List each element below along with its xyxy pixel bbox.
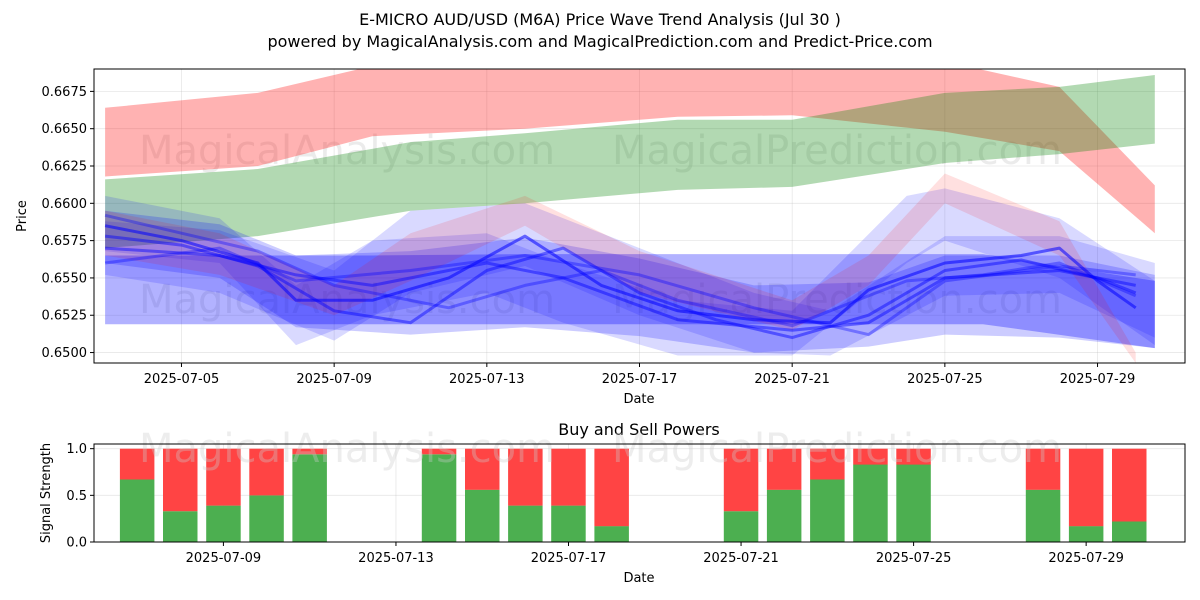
price-xtick-label: 2025-07-05	[144, 372, 220, 387]
power-xtick-label: 2025-07-13	[358, 551, 434, 566]
red-wave-band-7	[105, 173, 1136, 363]
price-chart-grid	[94, 69, 1185, 363]
power-xtick-label: 2025-07-29	[1048, 551, 1124, 566]
price-ytick-label: 0.6650	[42, 122, 88, 137]
power-ytick-label: 0.0	[66, 536, 87, 551]
blue-wave-band-3	[105, 254, 1155, 349]
buy-power-bar	[723, 511, 759, 542]
price-ytick-label: 0.6625	[42, 160, 88, 175]
blue-wave-line-2	[104, 234, 1137, 340]
figure-subtitle: powered by MagicalAnalysis.com and Magic…	[267, 32, 932, 51]
buy-power-bar	[1025, 489, 1061, 542]
sell-power-bar	[810, 448, 845, 480]
price-wave-chart: MagicalAnalysis.com MagicalPrediction.co…	[15, 68, 1186, 407]
price-ytick-label: 0.6525	[42, 309, 88, 324]
power-xtick-label: 2025-07-21	[703, 551, 779, 566]
blue-wave-band-5	[105, 188, 1155, 356]
buy-power-bar	[896, 464, 931, 542]
buy-power-bar	[508, 505, 543, 542]
sell-power-bar	[551, 448, 586, 506]
power-chart-bars	[119, 448, 1147, 542]
price-ytick-label: 0.6550	[42, 271, 88, 286]
sell-power-bar	[594, 448, 629, 527]
sell-power-bar	[421, 448, 457, 455]
power-xtick-label: 2025-07-25	[876, 551, 952, 566]
sell-power-bar	[1112, 448, 1147, 522]
buy-power-bar	[1112, 521, 1147, 542]
figure-title: E-MICRO AUD/USD (M6A) Price Wave Trend A…	[359, 10, 841, 29]
blue-wave-line-4	[104, 213, 1137, 328]
buy-power-bar	[249, 495, 284, 542]
price-chart-series	[104, 69, 1155, 363]
sell-power-bar	[896, 448, 931, 465]
blue-wave-band-4	[105, 210, 1155, 353]
watermark-magicalprediction: MagicalPrediction.com	[612, 426, 1062, 472]
buy-power-bar	[163, 511, 198, 542]
buy-power-bar	[292, 454, 327, 542]
price-xtick-label: 2025-07-29	[1060, 372, 1136, 387]
buy-power-bar	[206, 505, 241, 542]
blue-wave-line-5	[104, 246, 1136, 337]
sell-power-bar	[292, 448, 327, 455]
price-xtick-label: 2025-07-13	[449, 372, 525, 387]
watermark-magicalanalysis: MagicalAnalysis.com	[139, 128, 555, 174]
buy-power-bar	[766, 489, 802, 542]
power-chart-axes: 2025-07-09 2025-07-13 2025-07-17 2025-07-21…	[66, 442, 1124, 566]
price-ytick-label: 0.6575	[42, 234, 88, 249]
buy-power-bar	[853, 464, 888, 542]
power-chart-xlabel: Date	[623, 571, 654, 586]
buy-power-bar	[421, 454, 457, 542]
watermark-magicalprediction: MagicalPrediction.com	[612, 128, 1062, 174]
price-chart-ylabel: Price	[15, 200, 30, 232]
price-ytick-label: 0.6500	[42, 346, 88, 361]
sell-power-bar	[119, 448, 155, 480]
power-chart-frame	[93, 443, 1186, 543]
power-ytick-label: 1.0	[66, 442, 87, 457]
blue-wave-band-6	[105, 203, 1155, 356]
price-xtick-label: 2025-07-17	[602, 372, 678, 387]
power-chart-title: Buy and Sell Powers	[558, 420, 720, 439]
power-chart-watermarks: MagicalAnalysis.com MagicalPrediction.co…	[139, 426, 1062, 472]
sell-power-bar	[163, 448, 198, 512]
blue-wave-line-1	[104, 224, 1137, 325]
sell-power-bar	[1025, 448, 1061, 490]
power-chart-ylabel: Signal Strength	[39, 443, 54, 543]
buy-power-bar	[594, 526, 629, 542]
sell-power-bar	[206, 448, 241, 506]
buy-sell-powers-chart: Buy and Sell Powers MagicalAnalysis.com …	[39, 420, 1186, 586]
buy-power-bar	[465, 489, 500, 542]
buy-power-bar	[1068, 526, 1104, 542]
green-wave-band-2	[105, 75, 1155, 249]
sell-power-bar	[465, 448, 500, 490]
red-wave-band-1	[105, 69, 1155, 234]
power-xtick-label: 2025-07-17	[531, 551, 607, 566]
price-chart-axes: 2025-07-05 2025-07-09 2025-07-13 2025-07-17…	[42, 85, 1136, 387]
price-chart-xlabel: Date	[623, 392, 654, 407]
blue-wave-line-3	[105, 246, 1136, 332]
sell-power-bar	[766, 448, 802, 490]
sell-power-bar	[1068, 448, 1104, 527]
buy-power-bar	[551, 505, 586, 542]
price-xtick-label: 2025-07-21	[754, 372, 830, 387]
price-xtick-label: 2025-07-09	[296, 372, 372, 387]
sell-power-bar	[853, 448, 888, 465]
watermark-magicalanalysis: MagicalAnalysis.com	[139, 426, 555, 472]
price-chart-watermarks: MagicalAnalysis.com MagicalPrediction.co…	[139, 128, 1062, 323]
sell-power-bar	[508, 448, 543, 506]
buy-power-bar	[810, 479, 845, 542]
price-xtick-label: 2025-07-25	[907, 372, 983, 387]
buy-power-bar	[119, 479, 155, 542]
power-ytick-label: 0.5	[66, 489, 87, 504]
price-ytick-label: 0.6675	[42, 85, 88, 100]
sell-power-bar	[723, 448, 759, 512]
price-ytick-label: 0.6600	[42, 197, 88, 212]
sell-power-bar	[249, 448, 284, 496]
power-xtick-label: 2025-07-09	[186, 551, 262, 566]
